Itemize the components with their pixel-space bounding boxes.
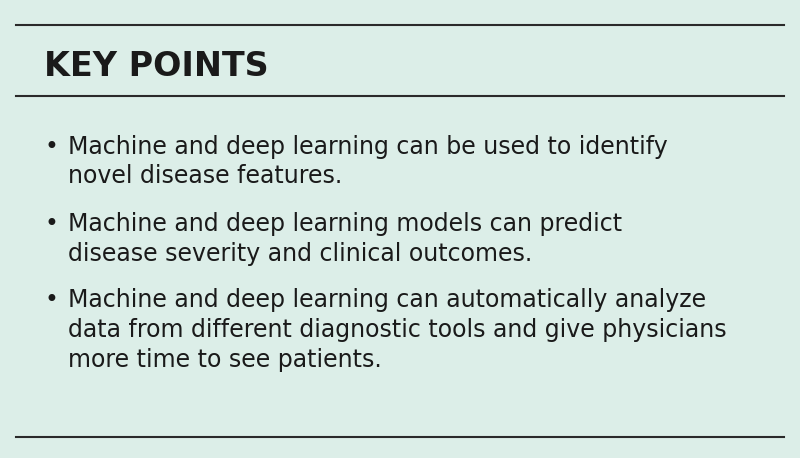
- Text: data from different diagnostic tools and give physicians: data from different diagnostic tools and…: [68, 318, 726, 342]
- Text: Machine and deep learning can be used to identify: Machine and deep learning can be used to…: [68, 135, 668, 158]
- Text: novel disease features.: novel disease features.: [68, 164, 342, 188]
- Text: Machine and deep learning can automatically analyze: Machine and deep learning can automatica…: [68, 288, 706, 312]
- Text: •: •: [44, 288, 58, 312]
- Text: Machine and deep learning models can predict: Machine and deep learning models can pre…: [68, 213, 622, 236]
- Text: •: •: [44, 213, 58, 236]
- Text: KEY POINTS: KEY POINTS: [44, 50, 269, 83]
- Text: more time to see patients.: more time to see patients.: [68, 348, 382, 371]
- Text: disease severity and clinical outcomes.: disease severity and clinical outcomes.: [68, 242, 532, 266]
- Text: •: •: [44, 135, 58, 158]
